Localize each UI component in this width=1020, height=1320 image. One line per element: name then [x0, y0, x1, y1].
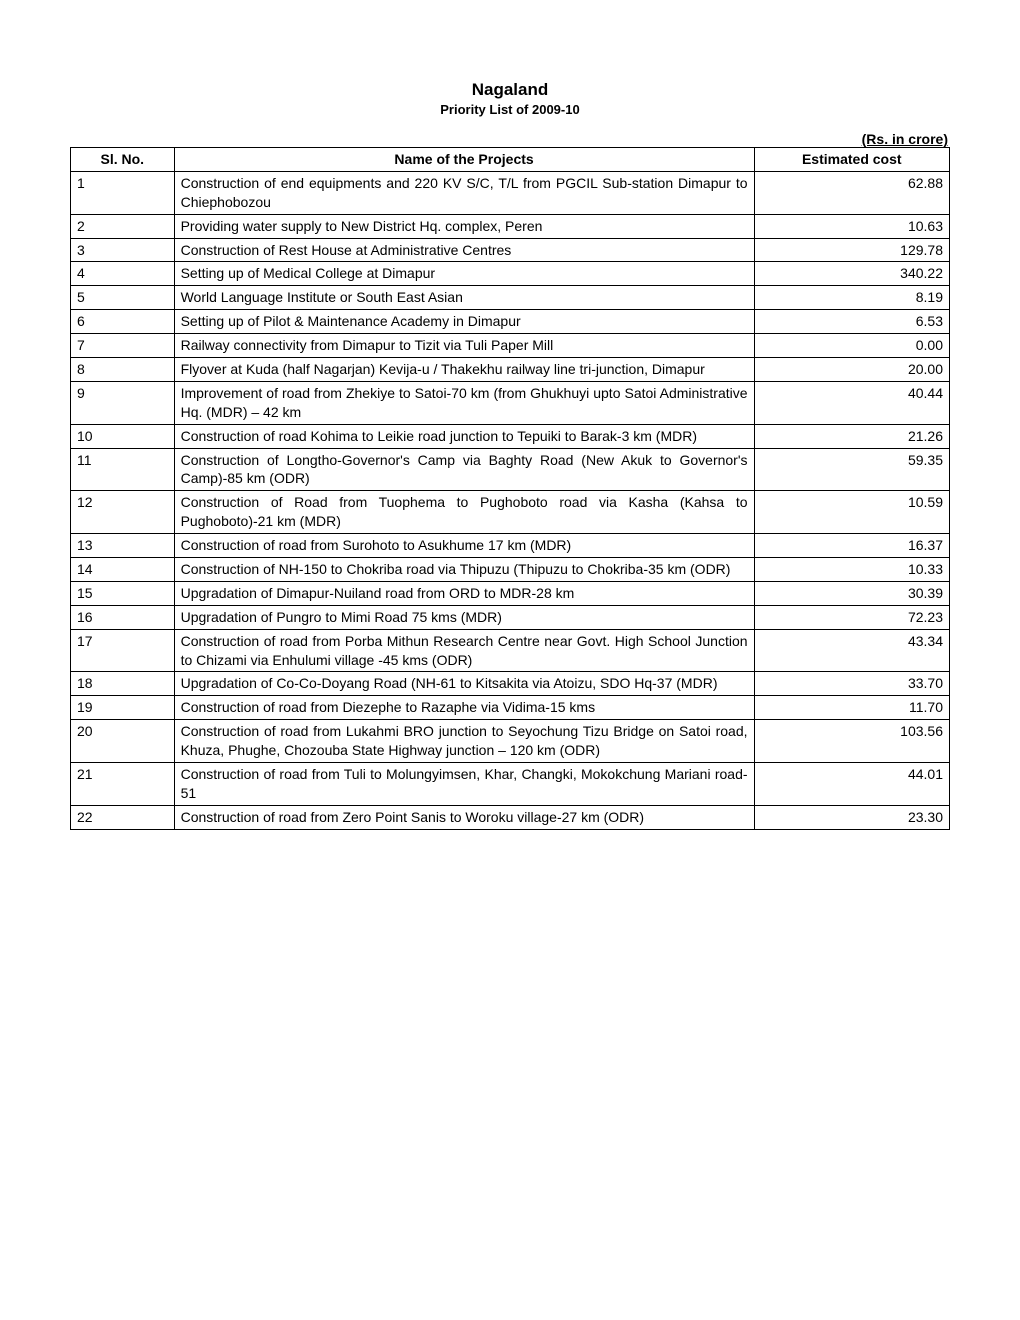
table-row: 3Construction of Rest House at Administr…	[71, 238, 950, 262]
cell-cost: 340.22	[754, 262, 949, 286]
cell-sl: 6	[71, 310, 175, 334]
cell-name: Construction of Longtho-Governor's Camp …	[174, 448, 754, 491]
cell-cost: 21.26	[754, 424, 949, 448]
projects-table: Sl. No. Name of the Projects Estimated c…	[70, 147, 950, 830]
table-row: 12Construction of Road from Tuophema to …	[71, 491, 950, 534]
cell-cost: 40.44	[754, 381, 949, 424]
currency-note: (Rs. in crore)	[70, 131, 950, 147]
cell-cost: 8.19	[754, 286, 949, 310]
cell-name: Setting up of Medical College at Dimapur	[174, 262, 754, 286]
cell-name: Construction of road from Diezephe to Ra…	[174, 696, 754, 720]
cell-name: World Language Institute or South East A…	[174, 286, 754, 310]
cell-sl: 17	[71, 629, 175, 672]
cell-sl: 7	[71, 334, 175, 358]
table-row: 17Construction of road from Porba Mithun…	[71, 629, 950, 672]
cell-name: Improvement of road from Zhekiye to Sato…	[174, 381, 754, 424]
cell-cost: 23.30	[754, 805, 949, 829]
table-row: 19Construction of road from Diezephe to …	[71, 696, 950, 720]
cell-cost: 30.39	[754, 581, 949, 605]
cell-sl: 2	[71, 214, 175, 238]
cell-cost: 33.70	[754, 672, 949, 696]
cell-cost: 43.34	[754, 629, 949, 672]
cell-sl: 4	[71, 262, 175, 286]
cell-cost: 10.33	[754, 558, 949, 582]
cell-name: Railway connectivity from Dimapur to Tiz…	[174, 334, 754, 358]
cell-cost: 129.78	[754, 238, 949, 262]
cell-sl: 21	[71, 763, 175, 806]
table-row: 1Construction of end equipments and 220 …	[71, 171, 950, 214]
cell-sl: 1	[71, 171, 175, 214]
cell-cost: 103.56	[754, 720, 949, 763]
cell-sl: 11	[71, 448, 175, 491]
cell-cost: 10.63	[754, 214, 949, 238]
cell-cost: 6.53	[754, 310, 949, 334]
table-row: 8Flyover at Kuda (half Nagarjan) Kevija-…	[71, 358, 950, 382]
cell-sl: 9	[71, 381, 175, 424]
cell-cost: 59.35	[754, 448, 949, 491]
cell-name: Upgradation of Co-Co-Doyang Road (NH-61 …	[174, 672, 754, 696]
cell-cost: 72.23	[754, 605, 949, 629]
cell-sl: 5	[71, 286, 175, 310]
table-header-row: Sl. No. Name of the Projects Estimated c…	[71, 148, 950, 172]
cell-cost: 0.00	[754, 334, 949, 358]
cell-cost: 16.37	[754, 534, 949, 558]
cell-name: Construction of end equipments and 220 K…	[174, 171, 754, 214]
table-row: 13Construction of road from Surohoto to …	[71, 534, 950, 558]
table-row: 15Upgradation of Dimapur-Nuiland road fr…	[71, 581, 950, 605]
cell-name: Construction of road from Porba Mithun R…	[174, 629, 754, 672]
table-row: 16Upgradation of Pungro to Mimi Road 75 …	[71, 605, 950, 629]
cell-name: Construction of road from Tuli to Molung…	[174, 763, 754, 806]
col-header-name: Name of the Projects	[174, 148, 754, 172]
cell-cost: 11.70	[754, 696, 949, 720]
cell-name: Construction of road Kohima to Leikie ro…	[174, 424, 754, 448]
cell-name: Construction of road from Surohoto to As…	[174, 534, 754, 558]
table-row: 5World Language Institute or South East …	[71, 286, 950, 310]
cell-sl: 14	[71, 558, 175, 582]
cell-name: Construction of Rest House at Administra…	[174, 238, 754, 262]
cell-sl: 18	[71, 672, 175, 696]
table-row: 10Construction of road Kohima to Leikie …	[71, 424, 950, 448]
cell-name: Construction of road from Zero Point San…	[174, 805, 754, 829]
cell-name: Construction of NH-150 to Chokriba road …	[174, 558, 754, 582]
col-header-sl: Sl. No.	[71, 148, 175, 172]
cell-name: Construction of road from Lukahmi BRO ju…	[174, 720, 754, 763]
table-row: 9Improvement of road from Zhekiye to Sat…	[71, 381, 950, 424]
cell-sl: 20	[71, 720, 175, 763]
cell-sl: 10	[71, 424, 175, 448]
cell-name: Construction of Road from Tuophema to Pu…	[174, 491, 754, 534]
table-row: 11Construction of Longtho-Governor's Cam…	[71, 448, 950, 491]
document-subtitle: Priority List of 2009-10	[70, 102, 950, 117]
table-row: 18Upgradation of Co-Co-Doyang Road (NH-6…	[71, 672, 950, 696]
table-row: 21Construction of road from Tuli to Molu…	[71, 763, 950, 806]
cell-name: Setting up of Pilot & Maintenance Academ…	[174, 310, 754, 334]
cell-sl: 19	[71, 696, 175, 720]
cell-cost: 44.01	[754, 763, 949, 806]
cell-sl: 12	[71, 491, 175, 534]
cell-name: Providing water supply to New District H…	[174, 214, 754, 238]
cell-name: Flyover at Kuda (half Nagarjan) Kevija-u…	[174, 358, 754, 382]
cell-sl: 15	[71, 581, 175, 605]
table-row: 20Construction of road from Lukahmi BRO …	[71, 720, 950, 763]
table-row: 14Construction of NH-150 to Chokriba roa…	[71, 558, 950, 582]
cell-cost: 10.59	[754, 491, 949, 534]
cell-name: Upgradation of Pungro to Mimi Road 75 km…	[174, 605, 754, 629]
cell-sl: 3	[71, 238, 175, 262]
cell-sl: 22	[71, 805, 175, 829]
table-row: 2Providing water supply to New District …	[71, 214, 950, 238]
table-row: 7Railway connectivity from Dimapur to Ti…	[71, 334, 950, 358]
cell-cost: 62.88	[754, 171, 949, 214]
cell-cost: 20.00	[754, 358, 949, 382]
table-row: 22Construction of road from Zero Point S…	[71, 805, 950, 829]
cell-name: Upgradation of Dimapur-Nuiland road from…	[174, 581, 754, 605]
cell-sl: 8	[71, 358, 175, 382]
cell-sl: 16	[71, 605, 175, 629]
cell-sl: 13	[71, 534, 175, 558]
table-row: 4Setting up of Medical College at Dimapu…	[71, 262, 950, 286]
table-row: 6Setting up of Pilot & Maintenance Acade…	[71, 310, 950, 334]
document-title: Nagaland	[70, 80, 950, 100]
col-header-cost: Estimated cost	[754, 148, 949, 172]
